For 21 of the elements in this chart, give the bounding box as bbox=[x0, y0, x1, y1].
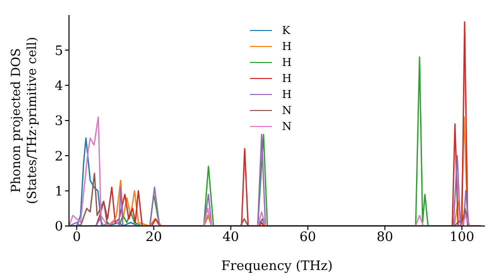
legend-label: H bbox=[282, 72, 292, 84]
legend-label: K bbox=[282, 24, 290, 36]
y-tick-label: 0 bbox=[54, 220, 63, 235]
x-axis-title: Frequency (THz) bbox=[221, 259, 333, 274]
legend-label: N bbox=[282, 120, 292, 132]
y-tick-label: 5 bbox=[54, 44, 63, 59]
y-tick-label: 3 bbox=[54, 114, 63, 130]
x-tick-label: 20 bbox=[145, 230, 162, 246]
legend-label: N bbox=[282, 104, 292, 116]
x-tick-label: 60 bbox=[300, 230, 316, 246]
legend-label: H bbox=[282, 88, 292, 100]
y-axis-title: Phonon projected DOS (States/THz·primitive cell) bbox=[8, 36, 39, 204]
x-tick-label: 100 bbox=[449, 230, 474, 246]
x-tick-label: 40 bbox=[222, 230, 240, 246]
x-tick-label: 0 bbox=[72, 230, 81, 246]
y-tick-label: 2 bbox=[54, 149, 63, 164]
x-tick-label: 80 bbox=[376, 230, 394, 246]
legend-label: H bbox=[282, 40, 292, 52]
y-tick-label: 4 bbox=[54, 78, 63, 94]
legend-label: H bbox=[282, 56, 292, 68]
y-tick-label: 1 bbox=[54, 184, 63, 200]
